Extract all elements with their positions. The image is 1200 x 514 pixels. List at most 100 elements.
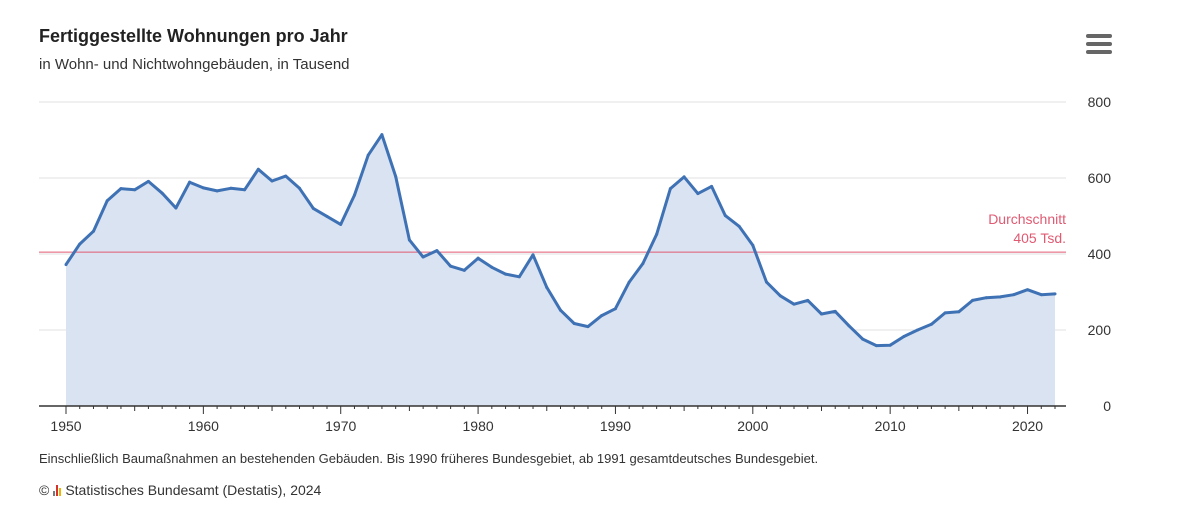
data-point xyxy=(462,268,466,272)
data-point xyxy=(710,184,714,188)
data-point xyxy=(133,188,137,192)
data-point xyxy=(874,344,878,348)
x-tick-label: 2020 xyxy=(1012,418,1043,434)
data-point xyxy=(627,280,631,284)
data-point xyxy=(723,214,727,218)
data-point xyxy=(888,343,892,347)
data-point xyxy=(806,298,810,302)
data-point xyxy=(366,153,370,157)
data-point xyxy=(572,322,576,326)
data-point xyxy=(751,243,755,247)
x-tick-label: 1960 xyxy=(188,418,219,434)
data-point xyxy=(531,253,535,257)
source-text: Statistisches Bundesamt (Destatis), 2024 xyxy=(65,482,322,498)
data-point xyxy=(1053,292,1057,296)
y-tick-label: 200 xyxy=(1088,322,1112,338)
data-point xyxy=(682,175,686,179)
data-point xyxy=(215,189,219,193)
data-point xyxy=(984,296,988,300)
data-point xyxy=(476,256,480,260)
data-point xyxy=(78,242,82,246)
data-point xyxy=(256,167,260,171)
data-point xyxy=(174,206,178,210)
data-point xyxy=(545,285,549,289)
data-point xyxy=(655,232,659,236)
y-tick-label: 0 xyxy=(1103,398,1111,414)
data-point xyxy=(352,193,356,197)
data-point xyxy=(504,272,508,276)
data-point xyxy=(119,187,123,191)
data-point xyxy=(902,334,906,338)
data-point xyxy=(490,265,494,269)
data-point xyxy=(847,324,851,328)
data-point xyxy=(284,174,288,178)
data-point xyxy=(792,302,796,306)
data-point xyxy=(916,328,920,332)
data-point xyxy=(957,310,961,314)
data-point xyxy=(765,280,769,284)
data-point xyxy=(188,180,192,184)
x-tick-label: 1990 xyxy=(600,418,631,434)
data-point xyxy=(641,262,645,265)
y-axis: 0 200 400 600 800 xyxy=(1088,94,1112,414)
y-tick-label: 800 xyxy=(1088,94,1112,110)
data-point xyxy=(421,255,425,259)
y-tick-label: 400 xyxy=(1088,246,1112,262)
average-label-line1: Durchschnitt xyxy=(988,211,1066,227)
data-point xyxy=(1039,293,1043,297)
data-point xyxy=(339,222,343,226)
data-point xyxy=(394,174,398,178)
x-tick-label: 1980 xyxy=(463,418,494,434)
data-points xyxy=(64,133,1057,348)
data-point xyxy=(819,312,823,316)
data-point xyxy=(696,192,700,196)
data-point xyxy=(1012,293,1016,297)
chart-subtitle: in Wohn- und Nichtwohngebäuden, in Tause… xyxy=(39,56,350,73)
data-point xyxy=(778,294,782,298)
data-point xyxy=(435,249,439,253)
data-point xyxy=(201,186,205,190)
data-point xyxy=(91,229,95,233)
destatis-logo-icon xyxy=(53,484,62,496)
x-axis: 1950 1960 1970 1980 1990 2000 2010 2020 xyxy=(39,405,1066,434)
source-credit: © Statistisches Bundesamt (Destatis), 20… xyxy=(39,482,321,498)
data-point xyxy=(833,309,837,313)
data-point xyxy=(311,206,315,210)
data-point xyxy=(668,187,672,191)
data-point xyxy=(105,199,109,203)
data-point xyxy=(380,133,384,137)
data-point xyxy=(600,314,604,318)
data-point xyxy=(407,238,411,242)
average-label-line2: 405 Tsd. xyxy=(1013,230,1066,246)
data-point xyxy=(517,275,521,279)
data-point xyxy=(998,295,1002,299)
copyright-symbol: © xyxy=(39,482,50,498)
data-point xyxy=(449,264,453,268)
data-point xyxy=(861,337,865,341)
data-point xyxy=(160,191,164,195)
data-point xyxy=(64,263,68,267)
data-point xyxy=(737,224,741,228)
data-point xyxy=(325,214,329,218)
hamburger-menu-icon[interactable] xyxy=(1086,34,1112,56)
x-tick-label: 1950 xyxy=(50,418,81,434)
x-tick-label: 1970 xyxy=(325,418,356,434)
x-tick-label: 2000 xyxy=(737,418,768,434)
chart-footnote: Einschließlich Baumaßnahmen an bestehend… xyxy=(39,451,819,466)
data-point xyxy=(613,307,617,311)
area-fill xyxy=(66,134,1055,406)
data-point xyxy=(929,322,933,326)
data-point xyxy=(586,325,590,329)
data-point xyxy=(229,186,233,190)
data-point xyxy=(971,298,975,302)
data-point xyxy=(1026,288,1030,292)
data-point xyxy=(146,179,150,183)
data-point xyxy=(943,311,947,315)
data-point xyxy=(270,179,274,183)
page-title: Fertiggestellte Wohnungen pro Jahr xyxy=(39,26,348,46)
data-point xyxy=(559,308,562,312)
data-point xyxy=(243,188,247,192)
y-tick-label: 600 xyxy=(1088,170,1112,186)
data-point xyxy=(298,186,302,190)
